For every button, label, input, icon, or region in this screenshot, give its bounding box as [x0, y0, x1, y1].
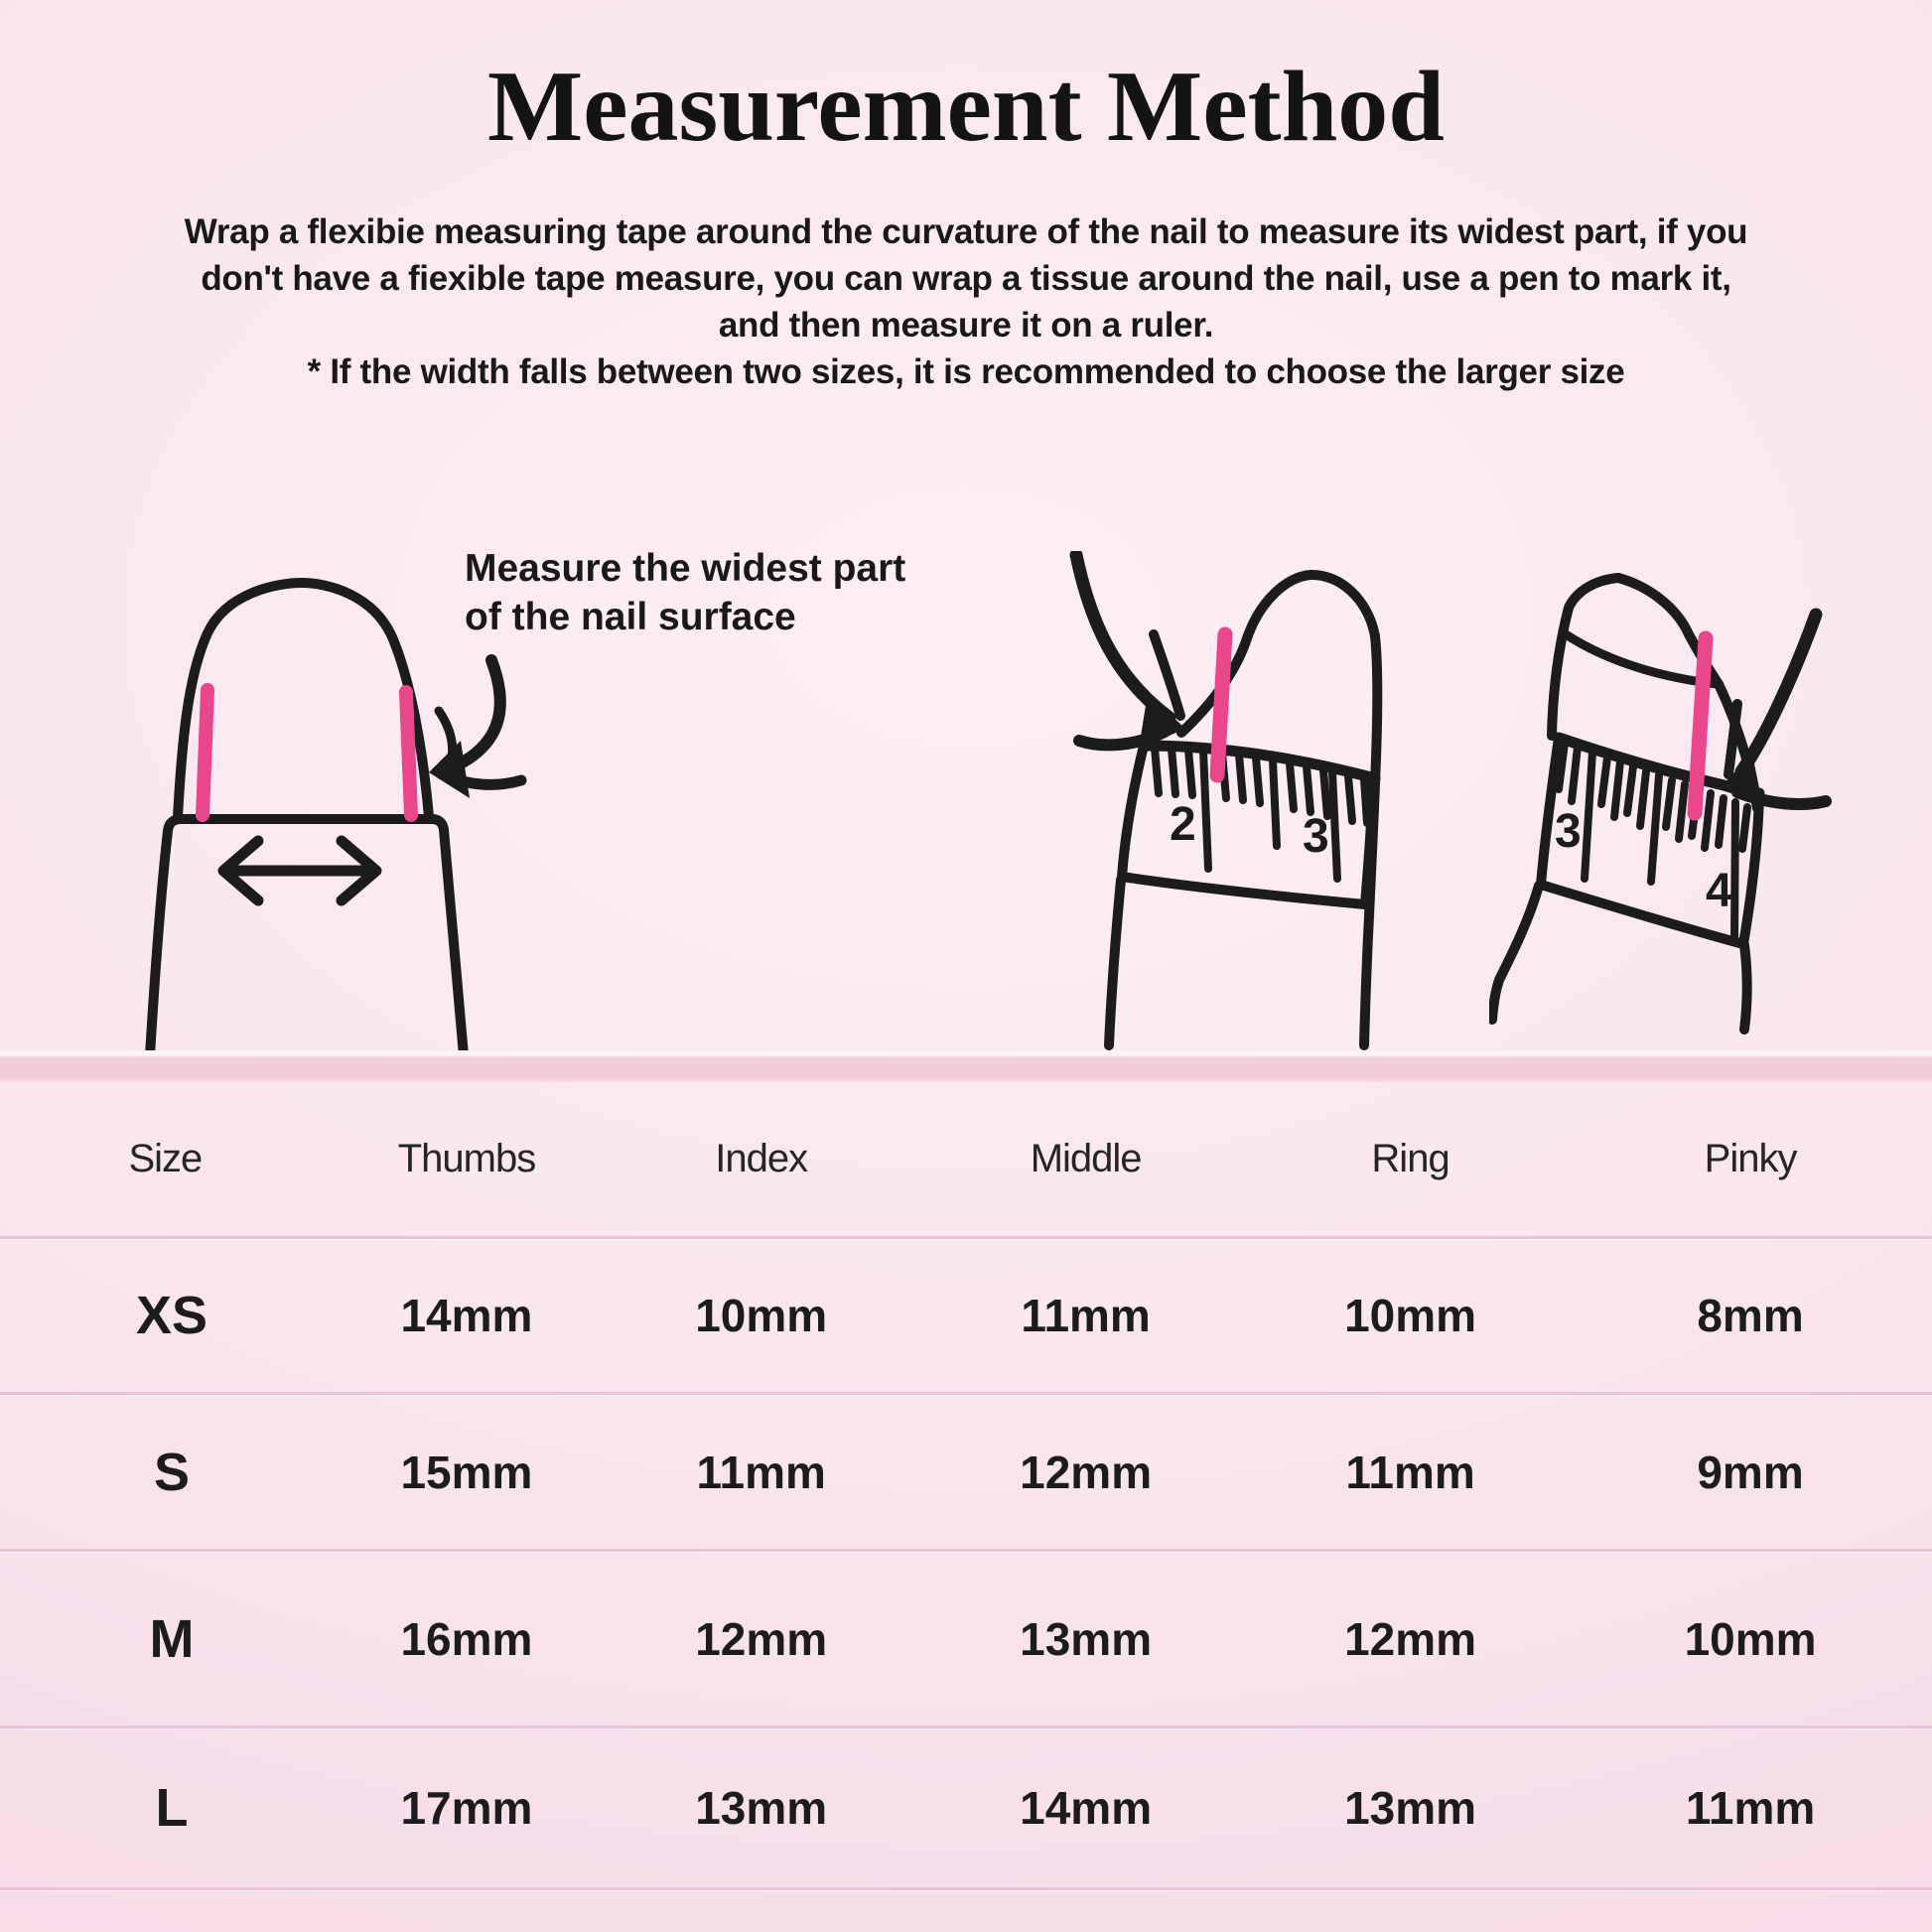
instructions-note: * If the width falls between two sizes, …	[307, 352, 1625, 391]
middle-value: 13mm	[1020, 1612, 1153, 1665]
caption-line-1: Measure the widest part	[465, 547, 906, 590]
diagram-caption: Measure the widest part of the nail surf…	[465, 544, 905, 641]
column-header-middle: Middle	[1030, 1137, 1143, 1180]
widest-part-mark	[1687, 630, 1714, 821]
column-header-index: Index	[715, 1137, 808, 1180]
tape-number: 3	[1303, 810, 1329, 863]
section-divider-band	[0, 1050, 1932, 1082]
column-header-ring: Ring	[1371, 1137, 1449, 1180]
pinky-value: 11mm	[1685, 1782, 1816, 1834]
index-value: 10mm	[695, 1290, 828, 1341]
widest-part-mark	[1209, 626, 1233, 783]
tape-measure-diagram-left: 2 3	[1069, 551, 1383, 1050]
thumbs-value: 16mm	[400, 1612, 533, 1665]
widest-part-marks	[196, 683, 418, 822]
pinky-value: 8mm	[1697, 1290, 1804, 1341]
table-row-m: M 16mm 12mm 13mm 12mm 10mm	[0, 1552, 1932, 1728]
middle-value: 11mm	[1021, 1290, 1151, 1341]
thumbs-value: 17mm	[400, 1782, 533, 1834]
instructions-text: Wrap a flexibie measuring tape around th…	[0, 208, 1932, 395]
pinky-value: 10mm	[1684, 1612, 1817, 1665]
instructions-line-2: don't have a fiexible tape measure, you …	[201, 259, 1731, 298]
ring-value: 13mm	[1344, 1782, 1477, 1834]
tape-number: 2	[1170, 798, 1196, 851]
curved-pointer-arrow-icon	[1069, 551, 1185, 752]
thumbs-value: 14mm	[400, 1290, 533, 1341]
curved-pointer-arrow-icon	[429, 654, 527, 798]
caption-line-2: of the nail surface	[465, 596, 796, 638]
size-label: XS	[136, 1286, 208, 1345]
ring-value: 12mm	[1344, 1612, 1477, 1665]
instructions-line-3: and then measure it on a ruler.	[718, 306, 1214, 345]
pinky-value: 9mm	[1697, 1446, 1804, 1498]
column-header-thumbs: Thumbs	[397, 1137, 537, 1180]
column-header-pinky: Pinky	[1704, 1137, 1798, 1180]
tape-measure-diagram-right: 3 4	[1489, 573, 1832, 1035]
index-value: 11mm	[696, 1446, 826, 1498]
page-title: Measurement Method	[486, 51, 1446, 163]
finger-outline	[1104, 569, 1383, 1050]
size-label: M	[149, 1608, 195, 1669]
instructions-line-1: Wrap a flexibie measuring tape around th…	[184, 212, 1748, 251]
index-value: 12mm	[695, 1612, 828, 1665]
table-header-row: Size Thumbs Index Middle Ring Pinky	[0, 1082, 1932, 1239]
curved-pointer-arrow-icon	[1719, 608, 1832, 810]
column-header-size: Size	[128, 1137, 203, 1180]
nail-width-diagram	[145, 578, 527, 1057]
width-double-arrow-icon	[217, 835, 382, 906]
index-value: 13mm	[695, 1782, 828, 1834]
thumbs-value: 15mm	[400, 1446, 533, 1498]
ring-value: 11mm	[1345, 1446, 1475, 1498]
middle-value: 12mm	[1020, 1446, 1153, 1498]
size-label: L	[155, 1778, 189, 1838]
tape-number: 4	[1706, 865, 1732, 917]
table-row-l: L 17mm 13mm 14mm 13mm 11mm	[0, 1728, 1932, 1890]
table-row-s: S 15mm 11mm 12mm 11mm 9mm	[0, 1395, 1932, 1552]
tape-number: 3	[1555, 805, 1582, 858]
size-chart-table: Size Thumbs Index Middle Ring Pinky XS 1…	[0, 1082, 1932, 1890]
tape-ticks	[1555, 739, 1751, 945]
size-label: S	[154, 1442, 191, 1502]
table-row-xs: XS 14mm 10mm 11mm 10mm 8mm	[0, 1239, 1932, 1395]
middle-value: 14mm	[1020, 1782, 1153, 1834]
ring-value: 10mm	[1344, 1290, 1477, 1341]
